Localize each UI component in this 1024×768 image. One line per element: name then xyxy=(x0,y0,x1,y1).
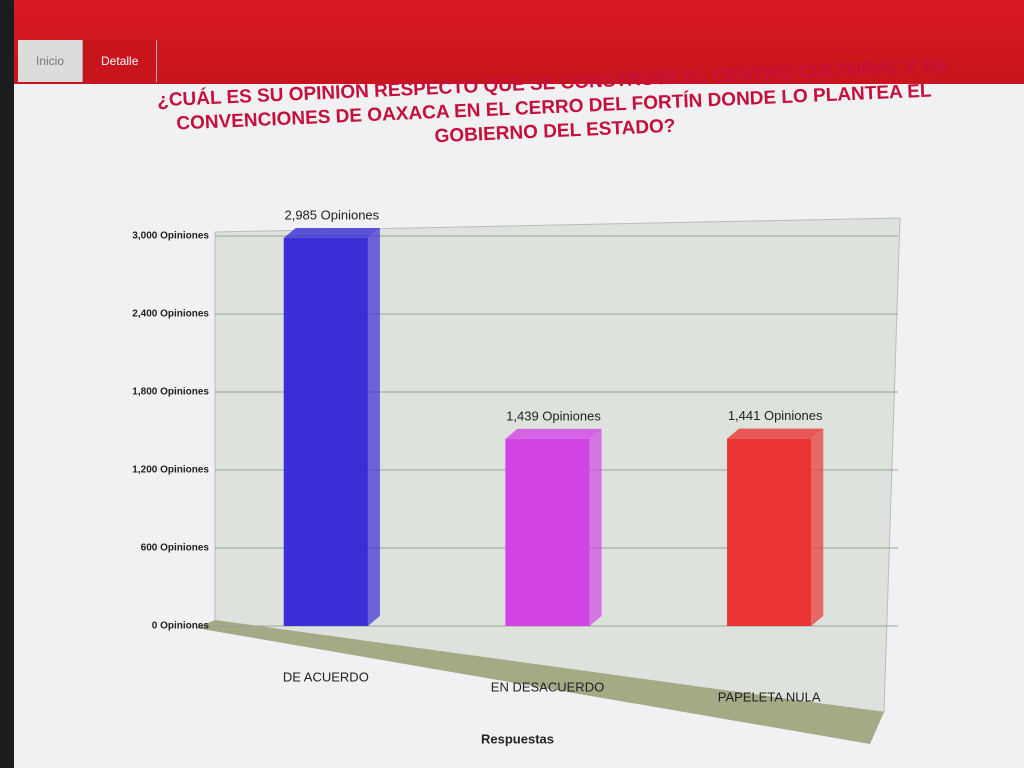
y-tick-label: 600 Opiniones xyxy=(141,543,210,554)
y-tick-label: 3,000 Opiniones xyxy=(132,231,209,242)
x-tick-label: DE ACUERDO xyxy=(283,669,369,684)
bar xyxy=(505,438,590,626)
y-tick-label: 0 Opiniones xyxy=(152,621,210,632)
bar xyxy=(283,237,368,626)
value-label: 1,441 Opiniones xyxy=(728,408,823,423)
y-tick-label: 1,800 Opiniones xyxy=(132,387,209,398)
bar-side xyxy=(589,428,602,626)
x-axis-label: Respuestas xyxy=(481,731,554,746)
tabs: Inicio Detalle xyxy=(18,40,158,82)
bar-top xyxy=(283,227,380,238)
bar-side xyxy=(367,227,380,626)
x-tick-label: EN DESACUERDO xyxy=(491,679,604,694)
bar-side xyxy=(811,428,824,626)
bar xyxy=(727,438,812,626)
bar-top xyxy=(505,428,602,439)
header: Inicio Detalle xyxy=(14,0,1024,84)
y-tick-label: 1,200 Opiniones xyxy=(132,465,209,476)
tab[interactable]: Detalle xyxy=(83,40,158,82)
value-label: 2,985 Opiniones xyxy=(284,207,379,222)
x-tick-label: PAPELETA NULA xyxy=(718,689,821,704)
value-label: 1,439 Opiniones xyxy=(506,408,601,423)
tab[interactable]: Inicio xyxy=(18,40,84,82)
plot-floor xyxy=(196,620,884,744)
bar-top xyxy=(727,428,824,439)
y-tick-label: 2,400 Opiniones xyxy=(132,309,209,320)
screen-edge xyxy=(0,0,14,768)
